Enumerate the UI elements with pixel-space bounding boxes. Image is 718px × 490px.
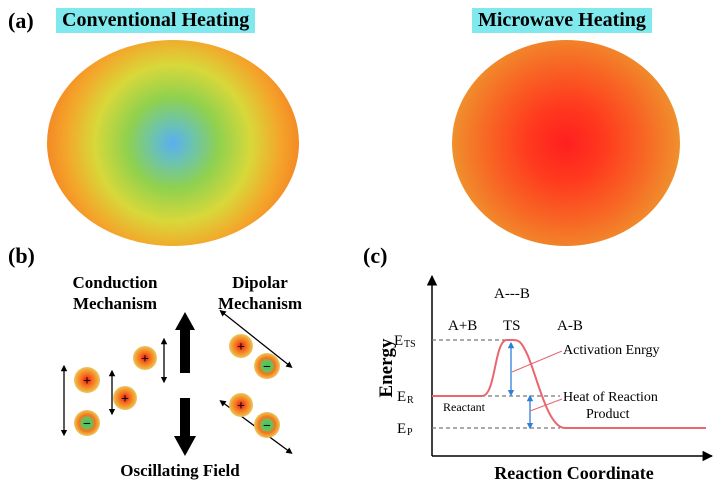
microwave-heating-disc <box>452 40 680 246</box>
svg-text:+: + <box>237 340 245 355</box>
energy-diagram: Energy Reaction Coordinate E TS E R E P … <box>376 274 714 483</box>
dipole-1: + − <box>229 334 280 379</box>
ts-label: TS <box>503 318 521 334</box>
activation-callout <box>511 350 563 373</box>
heat-of-reaction-label: Heat of Reaction <box>563 390 658 405</box>
product-label: Product <box>586 407 630 422</box>
e-p-label: E P <box>397 421 413 438</box>
charge-positive-1: + <box>74 367 100 393</box>
heat-callout <box>529 398 563 412</box>
svg-text:−: − <box>83 417 91 432</box>
conduction-mechanism-label: Conduction Mechanism <box>55 272 175 314</box>
panel-b-label: (b) <box>8 243 35 268</box>
svg-text:−: − <box>263 360 271 375</box>
svg-text:E: E <box>394 333 403 349</box>
svg-text:E: E <box>397 421 406 437</box>
svg-text:E: E <box>397 389 406 405</box>
energy-curve <box>432 338 706 429</box>
reactant-label: Reactant <box>443 400 486 414</box>
panel-c-label: (c) <box>363 243 388 268</box>
activation-energy-label: Activation Enrgy <box>563 343 660 358</box>
e-ts-label: E TS <box>394 333 416 350</box>
charge-positive-2: + <box>113 386 137 410</box>
svg-text:R: R <box>407 395 414 406</box>
charge-positive-3: + <box>133 346 157 370</box>
a-plus-b-label: A+B <box>448 318 477 334</box>
y-axis-label: Energy <box>376 338 397 398</box>
x-axis-label: Reaction Coordinate <box>494 463 653 483</box>
conventional-heating-title: Conventional Heating <box>56 8 256 33</box>
dipolar-mechanism-label: Dipolar Mechanism <box>205 272 315 314</box>
field-arrow-down <box>174 398 196 456</box>
conventional-heating-disc <box>47 40 299 246</box>
charge-negative-1: − <box>74 410 100 436</box>
dipolar-line-1: Dipolar <box>232 273 288 292</box>
svg-text:+: + <box>121 392 129 407</box>
panel-a-label: (a) <box>8 8 34 33</box>
svg-text:−: − <box>263 419 271 434</box>
a-b-label: A-B <box>557 318 583 334</box>
oscillating-field-label: Oscillating Field <box>120 461 240 480</box>
mechanism-diagram: + + + − + − + − <box>60 309 293 456</box>
microwave-heating-title: Microwave Heating <box>472 8 652 33</box>
field-arrow-up <box>175 312 195 373</box>
dipole-2: + − <box>229 393 280 438</box>
svg-text:P: P <box>407 427 413 438</box>
e-r-label: E R <box>397 389 414 406</box>
conduction-line-2: Mechanism <box>72 294 158 313</box>
a-dash-b-label: A---B <box>494 286 530 302</box>
svg-text:+: + <box>83 374 91 389</box>
svg-text:TS: TS <box>404 339 416 350</box>
dipolar-line-2: Mechanism <box>217 294 303 313</box>
conduction-line-1: Conduction <box>72 273 158 292</box>
dipolar-arrow-1 <box>219 309 293 369</box>
svg-text:+: + <box>237 399 245 414</box>
svg-text:+: + <box>141 352 149 367</box>
